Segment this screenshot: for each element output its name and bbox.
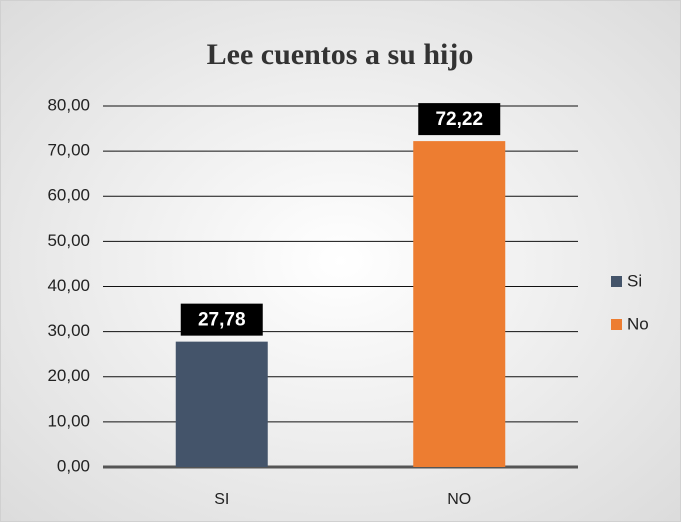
chart-title: Lee cuentos a su hijo <box>207 38 474 71</box>
value-label-box <box>418 103 501 136</box>
y-tick-label: 70,00 <box>47 141 90 160</box>
y-tick-label: 50,00 <box>47 231 90 250</box>
y-tick-label: 30,00 <box>47 321 90 340</box>
value-label: 72,22 <box>435 109 483 130</box>
y-tick-label: 0,00 <box>57 456 90 475</box>
legend-swatch <box>611 319 622 330</box>
y-tick-label: 80,00 <box>47 95 90 114</box>
legend-label: No <box>627 314 649 333</box>
legend-swatch <box>611 276 622 287</box>
y-tick-label: 60,00 <box>47 186 90 205</box>
x-tick-label: NO <box>447 491 471 508</box>
y-tick-label: 20,00 <box>47 366 90 385</box>
y-tick-label: 10,00 <box>47 411 90 430</box>
bar <box>175 341 268 467</box>
legend-label: Si <box>627 271 642 290</box>
x-tick-label: SI <box>214 491 229 508</box>
value-label-box <box>180 303 263 336</box>
bar <box>413 141 506 468</box>
value-label: 27,78 <box>198 310 246 331</box>
y-tick-label: 40,00 <box>47 276 90 295</box>
